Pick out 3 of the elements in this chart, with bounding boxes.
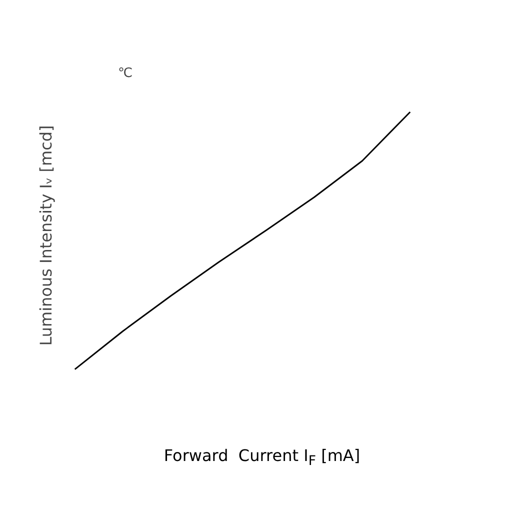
text: ℃: [118, 66, 133, 82]
y-axis-title: Luminous Intensity Iᵥ [mcd]: [36, 125, 56, 346]
x-axis-title: Forward Current I$_{F}$ [mA]: [162, 445, 362, 472]
